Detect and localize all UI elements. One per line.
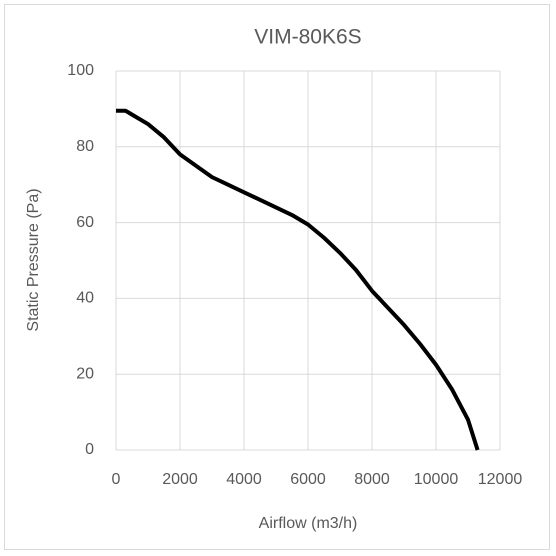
y-tick-label: 100	[67, 62, 94, 79]
line-series	[116, 108, 480, 451]
y-tick-label: 0	[85, 441, 94, 458]
y-tick-label: 80	[76, 138, 94, 155]
x-tick-label: 12000	[478, 471, 523, 488]
y-axis-label: Static Pressure (Pa)	[25, 188, 42, 331]
x-tick-label: 8000	[354, 471, 390, 488]
x-tick-label: 6000	[290, 471, 326, 488]
chart-border	[4, 4, 550, 550]
x-tick-label: 4000	[226, 471, 262, 488]
chart-title: VIM-80K6S	[254, 26, 361, 49]
x-tick-label: 2000	[162, 471, 198, 488]
y-tick-label: 20	[76, 365, 94, 382]
x-tick-label: 0	[112, 471, 121, 488]
y-tick-label: 40	[76, 290, 94, 307]
y-tick-label: 60	[76, 214, 94, 231]
x-axis-label: Airflow (m3/h)	[259, 515, 358, 532]
x-tick-label: 10000	[414, 471, 459, 488]
